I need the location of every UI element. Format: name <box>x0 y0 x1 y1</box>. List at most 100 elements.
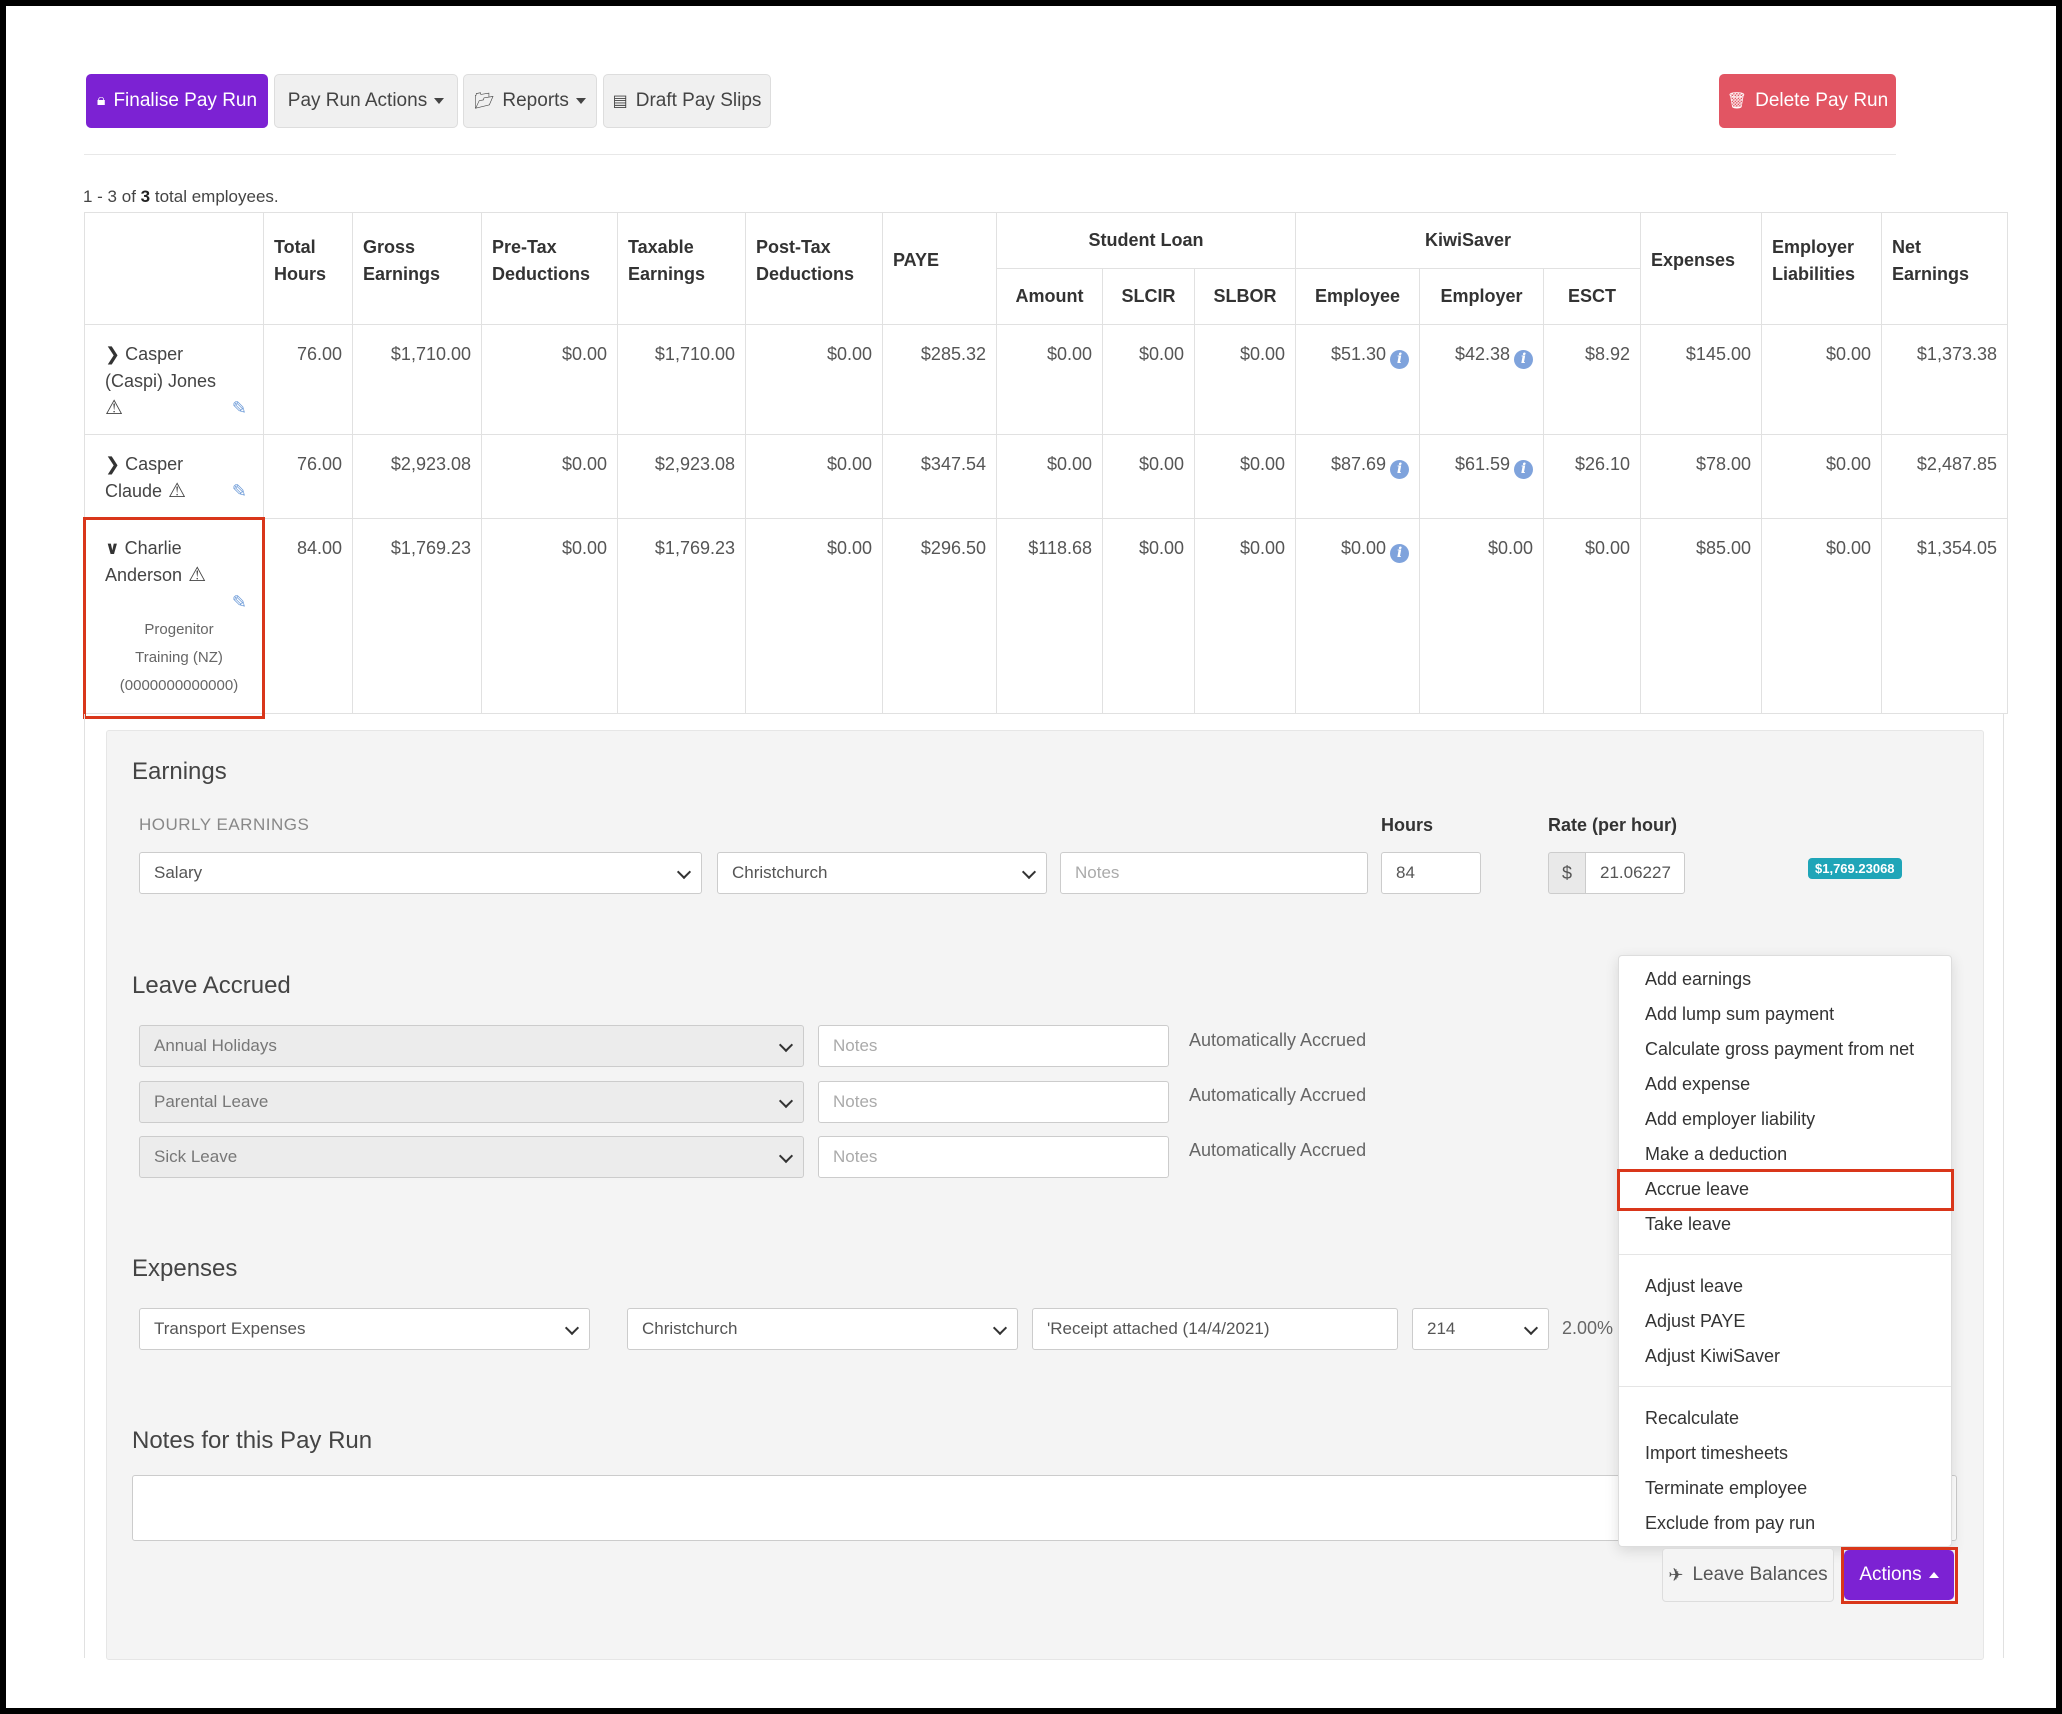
leave-accrued-title: Leave Accrued <box>132 972 291 999</box>
cell-esct: $26.10 <box>1543 434 1641 519</box>
menu-item-exclude-from-pay-run[interactable]: Exclude from pay run <box>1645 1513 1816 1533</box>
menu-item-add-lump-sum[interactable]: Add lump sum payment <box>1645 1004 1835 1024</box>
cell-slcir: $0.00 <box>1102 434 1195 519</box>
cell-expenses: $145.00 <box>1640 324 1762 435</box>
cell-taxable: $2,923.08 <box>617 434 746 519</box>
header-employee-ks: Employee <box>1295 268 1420 325</box>
menu-item-add-employer-liability[interactable]: Add employer liability <box>1645 1109 1816 1129</box>
cell-slcir: $0.00 <box>1102 324 1195 435</box>
menu-item-add-earnings[interactable]: Add earnings <box>1645 969 1752 989</box>
chevron-down-icon <box>992 1320 1008 1336</box>
chevron-down-icon <box>778 1093 794 1109</box>
earnings-type-select[interactable]: Salary <box>139 852 702 894</box>
table-row: ❯ Casper (Caspi) Jones ⚠ ✎ 76.00 $1,710.0… <box>84 324 2008 435</box>
chevron-right-icon[interactable]: ❯ <box>105 344 121 364</box>
draft-pay-slips-button[interactable]: ▤ Draft Pay Slips <box>603 74 771 128</box>
actions-button[interactable]: Actions <box>1844 1550 1954 1600</box>
rate-input[interactable]: 21.06227 <box>1585 852 1685 894</box>
menu-divider <box>1619 1254 1951 1255</box>
menu-item-make-deduction[interactable]: Make a deduction <box>1645 1144 1788 1164</box>
cell-pre-tax: $0.00 <box>481 324 618 435</box>
delete-label: Delete Pay Run <box>1755 90 1889 111</box>
menu-item-recalculate[interactable]: Recalculate <box>1645 1408 1740 1428</box>
edit-pencil-icon[interactable]: ✎ <box>231 481 247 501</box>
leave-notes-input[interactable]: Notes <box>818 1136 1169 1178</box>
notes-title: Notes for this Pay Run <box>132 1427 373 1454</box>
hours-input[interactable]: 84 <box>1381 852 1481 894</box>
header-kiwisaver: KiwiSaver <box>1295 212 1641 269</box>
leave-balances-button[interactable]: ✈︎ Leave Balances <box>1662 1548 1834 1602</box>
delete-pay-run-button[interactable]: 🗑︎ Delete Pay Run <box>1719 74 1896 128</box>
earnings-notes-input[interactable]: Notes <box>1060 852 1368 894</box>
cell-esct: $0.00 <box>1543 518 1641 714</box>
warning-icon: ⚠ <box>188 564 206 586</box>
leave-status: Automatically Accrued <box>1189 1085 1367 1105</box>
cell-ks-employee: $51.30 i <box>1295 324 1420 435</box>
cell-gross: $2,923.08 <box>352 434 482 519</box>
chevron-down-icon <box>1523 1320 1539 1336</box>
menu-item-adjust-leave[interactable]: Adjust leave <box>1645 1276 1744 1296</box>
employee-cell[interactable]: ∨ Charlie Anderson ⚠ ✎ Progenitor Training… <box>84 518 264 714</box>
header-expenses: Expenses <box>1640 212 1762 325</box>
menu-item-adjust-kiwisaver[interactable]: Adjust KiwiSaver <box>1645 1346 1781 1366</box>
chevron-right-icon[interactable]: ❯ <box>105 454 121 474</box>
finalise-pay-run-button[interactable]: 🔒︎ Finalise Pay Run <box>86 74 268 128</box>
pay-run-actions-button[interactable]: Pay Run Actions <box>274 74 458 128</box>
expense-notes-input[interactable]: 'Receipt attached (14/4/2021) <box>1032 1308 1398 1350</box>
cell-ks-employer: $61.59 i <box>1419 434 1544 519</box>
info-icon[interactable]: i <box>1390 350 1409 369</box>
expense-type-select[interactable]: Transport Expenses <box>139 1308 590 1350</box>
menu-item-adjust-paye[interactable]: Adjust PAYE <box>1645 1311 1746 1331</box>
header-slcir: SLCIR <box>1102 268 1195 325</box>
list-icon: ▤ <box>612 93 628 110</box>
leave-notes-input[interactable]: Notes <box>818 1025 1169 1067</box>
expenses-title: Expenses <box>132 1255 238 1282</box>
header-net-earnings: Net Earnings <box>1881 212 2008 325</box>
cell-employer-liabilities: $0.00 <box>1761 434 1882 519</box>
expense-rate: 2.00% <box>1562 1318 1614 1338</box>
earnings-total-badge: $1,769.23068 <box>1808 858 1902 879</box>
cell-expenses: $85.00 <box>1640 518 1762 714</box>
menu-item-terminate-employee[interactable]: Terminate employee <box>1645 1478 1808 1498</box>
menu-item-accrue-leave[interactable]: Accrue leave <box>1645 1179 1750 1199</box>
menu-item-take-leave[interactable]: Take leave <box>1645 1214 1732 1234</box>
earnings-location-select[interactable]: Christchurch <box>717 852 1047 894</box>
folder-open-icon: 📂︎ <box>474 93 495 110</box>
currency-addon: $ <box>1548 852 1586 894</box>
edit-pencil-icon[interactable]: ✎ <box>231 592 247 612</box>
edit-pencil-icon[interactable]: ✎ <box>231 398 247 418</box>
cell-slcir: $0.00 <box>1102 518 1195 714</box>
employee-cell[interactable]: ❯ Casper Claude ⚠ ✎ <box>84 434 264 519</box>
chevron-down-icon <box>1021 864 1037 880</box>
leave-type-select-sick[interactable]: Sick Leave <box>139 1136 804 1178</box>
info-icon[interactable]: i <box>1390 460 1409 479</box>
cell-net: $1,373.38 <box>1881 324 2008 435</box>
actions-label: Actions <box>1859 1564 1922 1585</box>
chevron-down-icon[interactable]: ∨ <box>105 538 120 558</box>
leave-type-select-annual[interactable]: Annual Holidays <box>139 1025 804 1067</box>
pay-run-table: Total Hours Gross Earnings Pre-Tax Deductio… <box>84 212 2008 714</box>
info-icon[interactable]: i <box>1514 460 1533 479</box>
cell-employer-liabilities: $0.00 <box>1761 324 1882 435</box>
pay-run-actions-label: Pay Run Actions <box>287 90 428 111</box>
menu-item-import-timesheets[interactable]: Import timesheets <box>1645 1443 1789 1463</box>
leave-notes-input[interactable]: Notes <box>818 1081 1169 1123</box>
info-icon[interactable]: i <box>1390 544 1409 563</box>
leave-status: Automatically Accrued <box>1189 1030 1367 1050</box>
cell-paye: $347.54 <box>882 434 997 519</box>
expense-location-select[interactable]: Christchurch <box>627 1308 1018 1350</box>
menu-item-add-expense[interactable]: Add expense <box>1645 1074 1751 1094</box>
rate-label: Rate (per hour) <box>1548 815 1678 835</box>
chevron-down-icon <box>778 1037 794 1053</box>
cell-gross: $1,769.23 <box>352 518 482 714</box>
reports-button[interactable]: 📂︎ Reports <box>463 74 597 128</box>
header-pre-tax: Pre-Tax Deductions <box>481 212 618 325</box>
menu-item-calculate-gross[interactable]: Calculate gross payment from net <box>1645 1039 1915 1059</box>
leave-type-select-parental[interactable]: Parental Leave <box>139 1081 804 1123</box>
info-icon[interactable]: i <box>1514 350 1533 369</box>
header-slbor: SLBOR <box>1194 268 1296 325</box>
expense-code-select[interactable]: 214 <box>1412 1308 1549 1350</box>
employee-cell[interactable]: ❯ Casper (Caspi) Jones ⚠ ✎ <box>84 324 264 435</box>
leave-status: Automatically Accrued <box>1189 1140 1367 1160</box>
cell-ks-employer: $0.00 <box>1419 518 1544 714</box>
